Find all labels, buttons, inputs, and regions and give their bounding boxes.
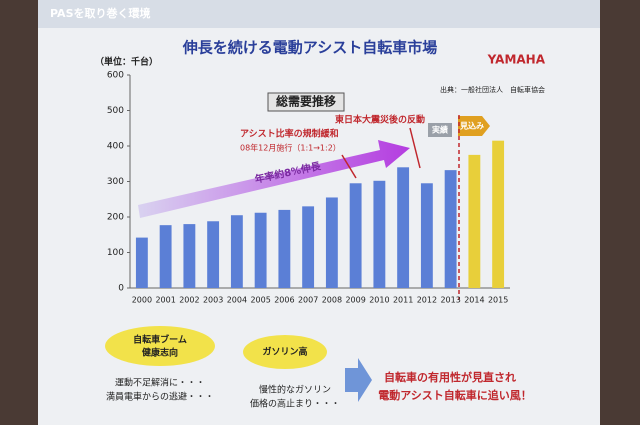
- bar: [325, 197, 338, 288]
- source: 出典：一般社団法人 自転車協会: [440, 85, 545, 94]
- forecast-tag: [458, 116, 490, 136]
- bar: [420, 183, 433, 288]
- subtitle-box: [267, 92, 345, 112]
- bar: [183, 224, 196, 288]
- bar: [254, 212, 267, 288]
- bar: [373, 180, 386, 288]
- reform-date: 08年12月施行（1:1→1:2）: [240, 143, 341, 153]
- bubble-text: 健康志向: [142, 347, 178, 359]
- conclusion: 電動アシスト自転車に追い風！: [378, 388, 532, 402]
- note: 価格の高止まり・・・: [250, 398, 340, 410]
- y-tick-label: 400: [107, 142, 124, 152]
- actual-label: 実績: [432, 125, 448, 135]
- bar: [159, 225, 172, 288]
- x-tick-label: 2002: [179, 296, 199, 305]
- bar: [468, 154, 481, 288]
- growth-arrow: [138, 140, 410, 218]
- note: 運動不足解消に・・・: [115, 377, 205, 389]
- x-tick-label: 2001: [155, 296, 175, 305]
- x-tick-label: 2007: [298, 296, 318, 305]
- x-tick-label: 2009: [345, 296, 365, 305]
- actual-tag: [428, 123, 452, 137]
- note: 満員電車からの逃避・・・: [106, 391, 214, 403]
- x-tick-label: 2015: [488, 296, 508, 305]
- bar: [444, 170, 457, 288]
- bar: [207, 221, 220, 288]
- y-label: （単位：千台）: [95, 56, 158, 68]
- bar: [349, 183, 362, 288]
- y-tick-label: 100: [107, 248, 124, 258]
- header: PASを取り巻く環境: [50, 6, 151, 20]
- subtitle: 総需要推移: [276, 94, 336, 109]
- pointer: [341, 154, 357, 179]
- pointer: [409, 127, 421, 169]
- x-tick-label: 2013: [440, 296, 460, 305]
- bubble: [105, 326, 215, 366]
- x-tick-label: 2008: [322, 296, 342, 305]
- brand: YAMAHA: [487, 53, 546, 67]
- bubble-text: 自転車ブーム: [133, 334, 187, 346]
- y-tick-label: 200: [107, 213, 124, 223]
- conclusion: 自転車の有用性が見直され: [384, 370, 516, 384]
- bar: [135, 237, 148, 288]
- x-tick-label: 2011: [393, 296, 413, 305]
- chart-title: 伸長を続ける電動アシスト自転車市場: [182, 39, 437, 57]
- x-tick-label: 2003: [203, 296, 223, 305]
- x-tick-label: 2014: [464, 296, 484, 305]
- bar: [397, 167, 410, 288]
- x-tick-label: 2010: [369, 296, 389, 305]
- x-tick-label: 2004: [227, 296, 247, 305]
- bar: [230, 215, 243, 288]
- reform-note: アシスト比率の規制緩和: [240, 128, 339, 140]
- y-tick-label: 600: [107, 71, 124, 81]
- header-bar: [38, 0, 600, 28]
- bar: [302, 206, 315, 288]
- y-tick-label: 0: [118, 284, 124, 294]
- x-tick-label: 2000: [132, 296, 152, 305]
- note: 慢性的なガソリン: [259, 384, 331, 396]
- bar: [492, 140, 505, 288]
- x-tick-label: 2012: [417, 296, 437, 305]
- forecast-label: 見込み: [459, 121, 484, 131]
- conclusion-arrow: [345, 358, 372, 402]
- quake-note: 東日本大震災後の反動: [335, 114, 425, 126]
- bubble-text: ガソリン高: [262, 346, 307, 358]
- x-tick-label: 2005: [250, 296, 270, 305]
- bubble: [243, 335, 327, 369]
- bar: [278, 209, 291, 288]
- x-tick-label: 2006: [274, 296, 294, 305]
- y-tick-label: 500: [107, 106, 124, 116]
- y-tick-label: 300: [107, 177, 124, 187]
